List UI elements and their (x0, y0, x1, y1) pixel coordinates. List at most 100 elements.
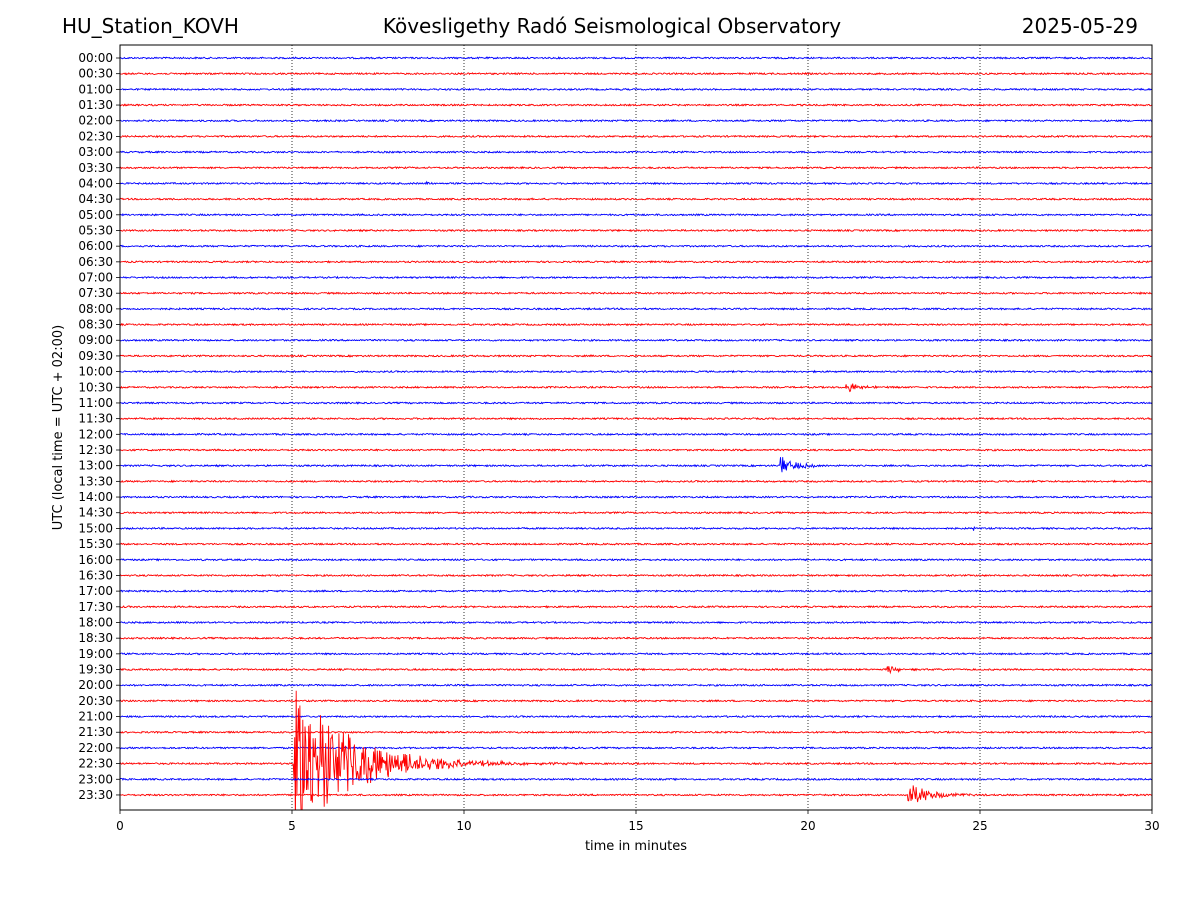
trace-0830 (120, 322, 1152, 327)
y-tick-label: 22:30 (78, 757, 113, 771)
y-tick-label: 13:30 (78, 474, 113, 488)
trace-1500 (120, 526, 1152, 531)
traces-group (120, 56, 1152, 810)
trace-1630 (120, 573, 1152, 578)
trace-0300 (120, 150, 1152, 154)
station-name: HU_Station_KOVH (62, 14, 239, 38)
trace-1230 (120, 448, 1152, 452)
trace-1700 (120, 589, 1152, 593)
y-tick-label: 08:30 (78, 318, 113, 332)
x-tick-label: 5 (288, 819, 296, 833)
trace-1800 (120, 620, 1152, 625)
y-tick-label: 23:30 (78, 788, 113, 802)
trace-2030 (120, 699, 1152, 703)
trace-0900 (120, 338, 1152, 342)
y-tick-label: 23:00 (78, 772, 113, 786)
y-tick-label: 14:30 (78, 506, 113, 520)
trace-1930 (120, 666, 1152, 675)
trace-1300 (120, 457, 1152, 473)
trace-2100 (120, 714, 1152, 719)
y-tick-label: 07:30 (78, 286, 113, 300)
y-tick-label: 04:00 (78, 176, 113, 190)
x-tick-label: 15 (628, 819, 643, 833)
trace-0500 (120, 213, 1152, 217)
trace-1030 (120, 383, 1152, 393)
trace-2000 (120, 683, 1152, 687)
y-tick-label: 01:00 (78, 82, 113, 96)
y-tick-label: 16:00 (78, 553, 113, 567)
y-tick-label: 11:00 (78, 396, 113, 410)
trace-2200 (120, 746, 1152, 750)
y-tick-label: 00:00 (78, 51, 113, 65)
trace-0030 (120, 71, 1152, 76)
trace-1100 (120, 401, 1152, 405)
trace-1400 (120, 495, 1152, 499)
trace-1900 (120, 652, 1152, 656)
y-tick-label: 16:30 (78, 568, 113, 582)
y-axis-label: UTC (local time = UTC + 02:00) (51, 325, 66, 530)
trace-0100 (120, 87, 1152, 92)
y-tick-label: 10:30 (78, 380, 113, 394)
trace-0600 (120, 244, 1152, 248)
y-tick-label: 19:00 (78, 647, 113, 661)
y-tick-label: 03:30 (78, 161, 113, 175)
y-tick-label: 04:30 (78, 192, 113, 206)
y-tick-label: 17:00 (78, 584, 113, 598)
trace-0200 (120, 118, 1152, 123)
y-tick-label: 20:00 (78, 678, 113, 692)
trace-1130 (120, 416, 1152, 421)
trace-0530 (120, 228, 1152, 233)
y-tick-label: 17:30 (78, 600, 113, 614)
trace-0000 (120, 56, 1152, 60)
y-tick-label: 08:00 (78, 302, 113, 316)
y-tick-label: 07:00 (78, 271, 113, 285)
y-tick-label: 14:00 (78, 490, 113, 504)
y-tick-label: 15:30 (78, 537, 113, 551)
trace-1200 (120, 432, 1152, 437)
y-tick-label: 21:30 (78, 725, 113, 739)
y-tick-label: 02:30 (78, 129, 113, 143)
y-tick-label: 22:00 (78, 741, 113, 755)
trace-1600 (120, 557, 1152, 562)
trace-0800 (120, 307, 1152, 311)
trace-0630 (120, 260, 1152, 264)
trace-0130 (120, 103, 1152, 107)
y-tick-label: 12:30 (78, 443, 113, 457)
trace-2300 (120, 777, 1152, 782)
x-tick-label: 20 (800, 819, 815, 833)
y-tick-label: 09:30 (78, 349, 113, 363)
trace-2230 (120, 690, 1152, 810)
y-tick-label: 11:30 (78, 412, 113, 426)
y-tick-label: 09:00 (78, 333, 113, 347)
x-tick-label: 30 (1144, 819, 1159, 833)
y-tick-label: 13:00 (78, 459, 113, 473)
trace-1000 (120, 369, 1152, 374)
y-tick-label: 15:00 (78, 521, 113, 535)
y-tick-label: 00:30 (78, 67, 113, 81)
y-tick-label: 01:30 (78, 98, 113, 112)
trace-2330 (120, 785, 1152, 803)
y-tick-label: 12:00 (78, 427, 113, 441)
x-tick-label: 0 (116, 819, 124, 833)
y-tick-label: 06:00 (78, 239, 113, 253)
y-tick-label: 10:00 (78, 365, 113, 379)
trace-1730 (120, 604, 1152, 609)
trace-1430 (120, 510, 1152, 515)
y-tick-label: 19:30 (78, 663, 113, 677)
trace-0930 (120, 354, 1152, 358)
trace-2130 (120, 730, 1152, 734)
y-tick-label: 02:00 (78, 114, 113, 128)
x-axis-label: time in minutes (585, 839, 687, 854)
y-tick-label: 06:30 (78, 255, 113, 269)
x-tick-label: 25 (972, 819, 987, 833)
trace-1330 (120, 479, 1152, 484)
trace-0430 (120, 197, 1152, 201)
y-tick-label: 20:30 (78, 694, 113, 708)
x-tick-label: 10 (456, 819, 471, 833)
y-tick-label: 05:00 (78, 208, 113, 222)
y-tick-label: 05:30 (78, 223, 113, 237)
y-tick-label: 21:00 (78, 710, 113, 724)
observatory-title: Kövesligethy Radó Seismological Observat… (382, 14, 842, 38)
y-tick-label: 18:30 (78, 631, 113, 645)
trace-1530 (120, 542, 1152, 546)
